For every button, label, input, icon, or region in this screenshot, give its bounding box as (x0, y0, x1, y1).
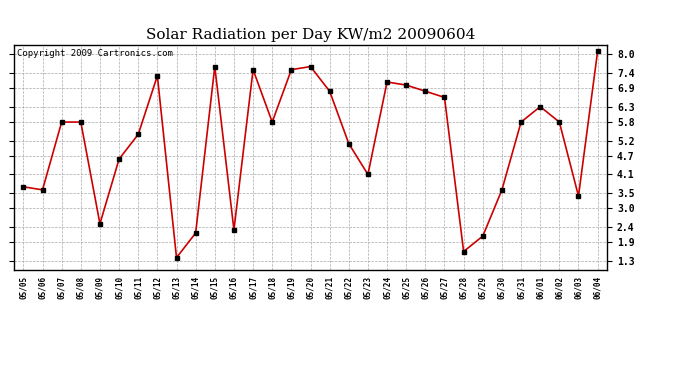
Text: Copyright 2009 Cartronics.com: Copyright 2009 Cartronics.com (17, 50, 172, 58)
Title: Solar Radiation per Day KW/m2 20090604: Solar Radiation per Day KW/m2 20090604 (146, 28, 475, 42)
